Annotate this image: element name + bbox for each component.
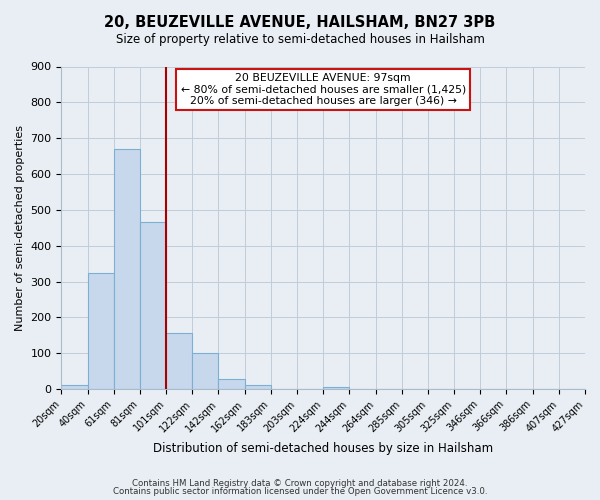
Text: Contains public sector information licensed under the Open Government Licence v3: Contains public sector information licen… [113,487,487,496]
Text: 20 BEUZEVILLE AVENUE: 97sqm
← 80% of semi-detached houses are smaller (1,425)
20: 20 BEUZEVILLE AVENUE: 97sqm ← 80% of sem… [181,73,466,106]
Bar [140,222,166,389]
Bar [114,149,140,389]
Bar [193,353,218,389]
Bar [323,387,349,389]
Bar [245,386,271,389]
Bar [88,272,114,389]
Bar [218,379,245,389]
Text: 20, BEUZEVILLE AVENUE, HAILSHAM, BN27 3PB: 20, BEUZEVILLE AVENUE, HAILSHAM, BN27 3P… [104,15,496,30]
Y-axis label: Number of semi-detached properties: Number of semi-detached properties [15,125,25,331]
Bar [61,384,88,389]
X-axis label: Distribution of semi-detached houses by size in Hailsham: Distribution of semi-detached houses by … [153,442,493,455]
Bar [166,334,193,389]
Text: Size of property relative to semi-detached houses in Hailsham: Size of property relative to semi-detach… [116,32,484,46]
Text: Contains HM Land Registry data © Crown copyright and database right 2024.: Contains HM Land Registry data © Crown c… [132,478,468,488]
